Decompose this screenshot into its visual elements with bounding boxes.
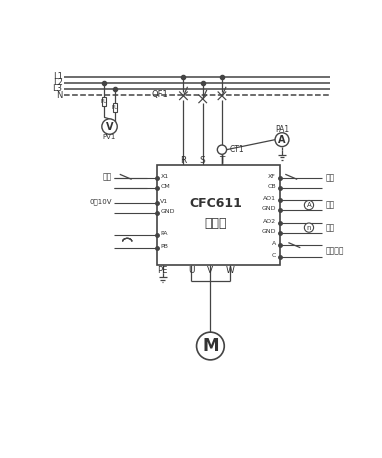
- Text: N: N: [56, 91, 63, 99]
- Text: QF1: QF1: [151, 90, 168, 99]
- Text: S: S: [200, 156, 206, 165]
- Text: 变频器: 变频器: [204, 217, 227, 229]
- Text: T: T: [219, 156, 225, 165]
- Text: V1: V1: [160, 199, 168, 203]
- Text: AO1: AO1: [263, 196, 276, 201]
- Text: CFC611: CFC611: [189, 196, 242, 210]
- Text: CB: CB: [267, 184, 276, 189]
- Text: W: W: [225, 266, 234, 275]
- Bar: [113, 103, 117, 112]
- Text: PA1: PA1: [275, 125, 289, 134]
- Text: 故障: 故障: [325, 173, 334, 182]
- Text: 0～10V: 0～10V: [89, 198, 112, 205]
- Text: L2: L2: [53, 78, 63, 87]
- Text: M: M: [202, 337, 219, 355]
- Text: 电流: 电流: [325, 201, 334, 210]
- Text: 故障输出: 故障输出: [325, 246, 344, 256]
- Text: U: U: [188, 266, 194, 275]
- Text: PV1: PV1: [103, 134, 116, 140]
- Circle shape: [304, 201, 314, 210]
- Text: FU: FU: [112, 105, 118, 110]
- Text: C: C: [272, 253, 276, 257]
- Circle shape: [304, 223, 314, 232]
- Text: L1: L1: [53, 72, 63, 81]
- Bar: [157, 165, 280, 265]
- Text: A: A: [307, 202, 311, 208]
- Text: A: A: [272, 241, 276, 246]
- Circle shape: [275, 133, 289, 147]
- Text: 过温: 过温: [325, 223, 334, 232]
- Circle shape: [217, 145, 227, 154]
- Circle shape: [197, 332, 224, 360]
- Text: V: V: [207, 266, 214, 275]
- Text: A: A: [278, 135, 286, 145]
- Text: GND: GND: [160, 208, 175, 213]
- Text: GND: GND: [261, 206, 276, 211]
- Text: CT1: CT1: [230, 145, 244, 154]
- Text: FU: FU: [100, 98, 108, 104]
- Text: AO2: AO2: [263, 218, 276, 224]
- Text: CM: CM: [160, 184, 170, 189]
- Text: X1: X1: [160, 174, 168, 179]
- Text: PE: PE: [157, 266, 168, 275]
- Text: XF: XF: [268, 174, 276, 179]
- Text: 启停: 启停: [103, 172, 112, 181]
- Text: L3: L3: [53, 84, 63, 93]
- Bar: [102, 97, 107, 106]
- Text: R: R: [180, 156, 186, 165]
- Text: PA: PA: [160, 231, 168, 236]
- Text: PB: PB: [160, 244, 168, 249]
- Text: V: V: [106, 121, 113, 131]
- Text: GND: GND: [261, 229, 276, 234]
- Circle shape: [102, 119, 117, 134]
- Text: n: n: [307, 224, 311, 231]
